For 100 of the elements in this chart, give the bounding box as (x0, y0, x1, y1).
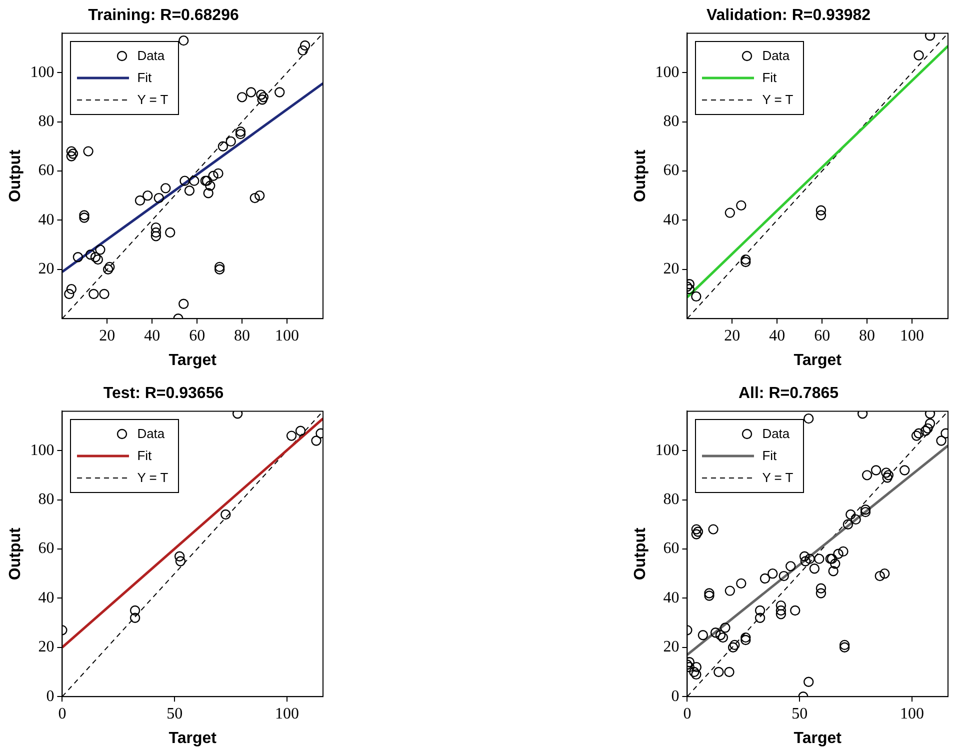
x-tick-label: 100 (275, 327, 300, 344)
y-tick-label: 20 (38, 638, 54, 656)
point (189, 176, 200, 186)
point (134, 195, 146, 206)
point (235, 128, 246, 140)
point (79, 212, 90, 223)
point (165, 227, 176, 238)
y-axis-title: Output (632, 149, 650, 202)
point (205, 180, 216, 191)
point (104, 262, 115, 272)
point (102, 264, 114, 274)
point (257, 94, 268, 105)
point (66, 151, 77, 162)
y-tick-label: 100 (655, 442, 680, 459)
y-tick-label: 0 (46, 688, 54, 705)
x-tick-label: 80 (859, 327, 876, 344)
point (740, 254, 751, 265)
point (83, 146, 94, 156)
y-tick-label: 40 (38, 589, 54, 606)
point (79, 210, 90, 220)
y-tick-label: 80 (663, 490, 680, 508)
point (258, 92, 269, 102)
point (66, 284, 77, 294)
legend-label: Fit (762, 69, 777, 88)
point (88, 288, 99, 300)
x-tick-label: 100 (900, 327, 924, 344)
point (220, 509, 231, 520)
y-tick-label: 100 (30, 442, 54, 459)
x-tick-label: 40 (144, 327, 160, 344)
point (691, 291, 702, 302)
y-tick-label: 100 (30, 64, 54, 81)
x-axis-title: Target (794, 730, 842, 747)
legend-label: Y = T (762, 469, 794, 488)
y-tick-label: 100 (655, 64, 680, 81)
legend-label: Data (137, 425, 165, 444)
chart-title: Test: R=0.93656 (103, 385, 224, 402)
point (184, 186, 195, 196)
point (64, 288, 74, 300)
point (311, 436, 322, 446)
point (286, 430, 297, 441)
legend-label: Fit (762, 447, 777, 466)
y-axis-title: Output (632, 527, 650, 580)
point (66, 146, 77, 156)
point (226, 136, 236, 147)
point (816, 210, 826, 220)
y-tick-label: 80 (38, 112, 54, 130)
legend-label: Fit (137, 69, 152, 88)
point (236, 92, 248, 102)
x-tick-label: 0 (683, 705, 692, 722)
point (154, 192, 164, 204)
legend-label: Y = T (137, 91, 168, 110)
point (298, 45, 308, 56)
point (246, 87, 256, 98)
point (724, 208, 736, 218)
x-tick-label: 100 (275, 705, 300, 722)
point (178, 298, 189, 309)
point (214, 262, 225, 272)
y-tick-label: 60 (38, 540, 54, 558)
point (235, 126, 246, 137)
point (72, 252, 84, 262)
legend-label: Data (762, 425, 790, 444)
y-tick-label: 40 (663, 589, 680, 606)
x-tick-label: 60 (189, 327, 206, 344)
point (914, 50, 924, 60)
y-tick-label: 40 (663, 211, 680, 228)
chart-title: Validation: R=0.93982 (706, 7, 871, 24)
legend-label: Data (762, 47, 790, 66)
point (232, 411, 243, 419)
x-tick-label: 100 (900, 705, 924, 722)
y-tick-label: 60 (38, 162, 54, 180)
y-tick-label: 60 (663, 162, 680, 180)
point (90, 252, 101, 262)
point (142, 190, 153, 201)
y-tick-label: 20 (663, 638, 680, 656)
point (736, 200, 746, 211)
y-axis-title: Output (7, 527, 24, 580)
y-tick-label: 40 (38, 211, 54, 228)
point (150, 222, 162, 233)
x-tick-label: 50 (792, 705, 808, 722)
point (218, 141, 228, 152)
y-tick-label: 60 (663, 540, 680, 558)
point (256, 90, 266, 100)
legend-label: Fit (137, 447, 152, 466)
point (203, 188, 214, 198)
point (178, 35, 189, 46)
point (174, 551, 185, 562)
point (150, 227, 162, 238)
x-tick-label: 40 (769, 327, 786, 344)
x-tick-label: 50 (166, 705, 183, 722)
point (274, 87, 285, 98)
point (295, 426, 306, 436)
point (740, 256, 751, 268)
y-tick-label: 0 (671, 688, 680, 705)
point (150, 231, 162, 242)
x-tick-label: 80 (234, 327, 250, 344)
point (300, 40, 310, 51)
chart-title: All: R=0.7865 (738, 385, 839, 402)
y-tick-label: 80 (663, 112, 680, 130)
x-tick-label: 20 (99, 327, 116, 344)
point (816, 205, 826, 216)
